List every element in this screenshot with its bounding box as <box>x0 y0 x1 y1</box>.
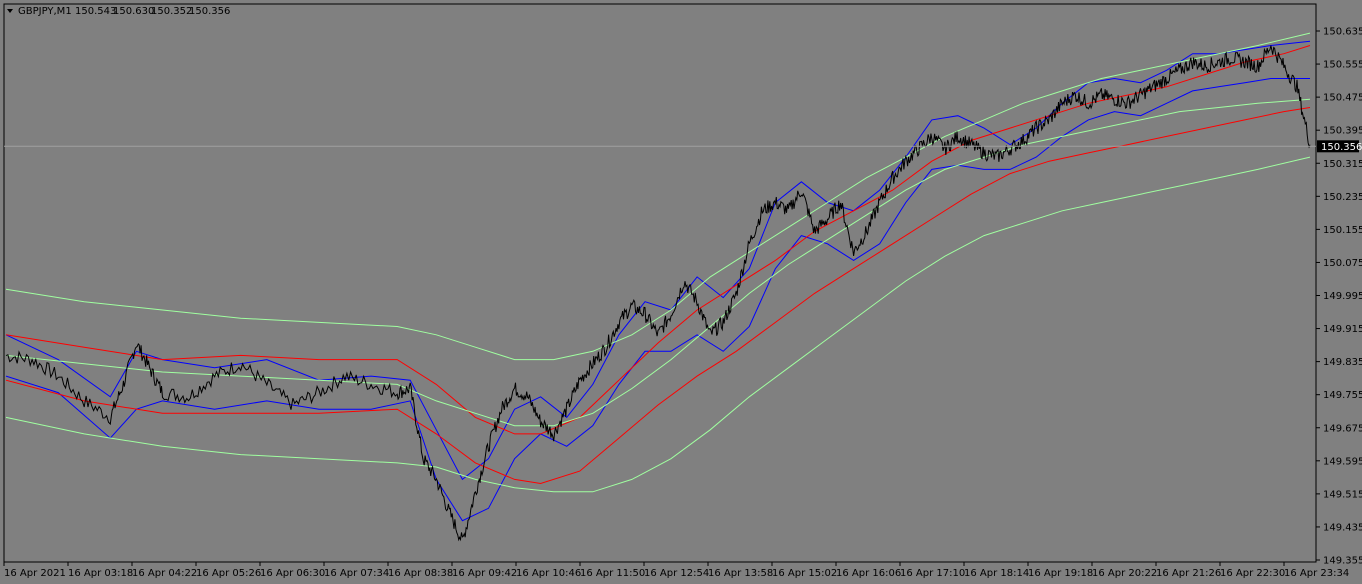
price-line <box>5 45 1311 542</box>
y-tick-label: 149.355 <box>1323 556 1362 567</box>
y-tick-label: 149.835 <box>1323 357 1362 368</box>
x-tick-label: 16 Apr 11:50 <box>580 568 645 579</box>
x-tick-label: 16 Apr 16:06 <box>836 568 901 579</box>
x-tick-label: 16 Apr 03:18 <box>68 568 133 579</box>
open-value: 150.543 <box>75 6 116 17</box>
y-tick-label: 149.595 <box>1323 456 1362 467</box>
x-tick-label: 16 Apr 2021 <box>4 568 66 579</box>
x-tick-label: 16 Apr 13:58 <box>708 568 773 579</box>
band-line-5 <box>5 98 1311 427</box>
symbol-label: GBPJPY,M1 <box>18 6 72 17</box>
plot-frame <box>3 3 1317 563</box>
x-tick-label: 16 Apr 17:10 <box>900 568 965 579</box>
x-tick-label: 16 Apr 19:18 <box>1028 568 1093 579</box>
price-axis[interactable]: 150.635 150.555 150.475 150.395 150.315 150.2… <box>1316 27 1362 567</box>
band-line-4 <box>5 32 1311 361</box>
y-tick-label: 150.155 <box>1323 225 1362 236</box>
x-tick-label: 16 Apr 20:22 <box>1092 568 1157 579</box>
x-tick-label: 16 Apr 06:30 <box>260 568 325 579</box>
band-line-3 <box>5 107 1311 485</box>
x-tick-label: 16 Apr 21:26 <box>1156 568 1221 579</box>
y-tick-label: 149.675 <box>1323 423 1362 434</box>
low-value: 150.352 <box>151 6 192 17</box>
band-line-2 <box>5 45 1311 435</box>
y-tick-label: 150.395 <box>1323 126 1362 137</box>
indicator-bands <box>5 32 1311 522</box>
y-tick-label: 149.515 <box>1323 489 1362 500</box>
y-tick-label: 149.995 <box>1323 291 1362 302</box>
band-line-6 <box>5 156 1311 493</box>
band-line-0 <box>5 40 1311 481</box>
y-tick-label: 150.235 <box>1323 192 1362 203</box>
band-line-1 <box>5 78 1310 522</box>
x-tick-label: 16 Apr 08:38 <box>388 568 453 579</box>
y-tick-label: 150.555 <box>1323 60 1362 71</box>
x-tick-label: 16 Apr 05:26 <box>196 568 261 579</box>
high-value: 150.630 <box>113 6 154 17</box>
x-tick-label: 16 Apr 23:34 <box>1284 568 1349 579</box>
y-tick-label: 150.315 <box>1323 159 1362 170</box>
current-price-tag: 150.356 <box>4 140 1362 153</box>
x-tick-label: 16 Apr 15:02 <box>772 568 837 579</box>
current-price-tag-background <box>1317 140 1359 153</box>
x-tick-label: 16 Apr 07:34 <box>324 568 389 579</box>
x-tick-label: 16 Apr 10:46 <box>516 568 581 579</box>
chevron-down-icon[interactable] <box>7 9 13 13</box>
x-tick-label: 16 Apr 12:54 <box>644 568 709 579</box>
x-tick-label: 16 Apr 04:22 <box>132 568 197 579</box>
x-tick-label: 16 Apr 22:30 <box>1220 568 1285 579</box>
x-tick-label: 16 Apr 18:14 <box>964 568 1029 579</box>
y-tick-label: 149.435 <box>1323 522 1362 533</box>
y-tick-label: 150.475 <box>1323 93 1362 104</box>
chart-header: GBPJPY,M1 150.543 150.630 150.352 150.35… <box>7 6 230 17</box>
y-tick-label: 149.915 <box>1323 324 1362 335</box>
x-tick-label: 16 Apr 09:42 <box>452 568 517 579</box>
y-tick-label: 150.635 <box>1323 27 1362 38</box>
y-tick-label: 150.075 <box>1323 258 1362 269</box>
y-tick-label: 149.755 <box>1323 390 1362 401</box>
price-series <box>5 45 1311 542</box>
current-price-value: 150.356 <box>1321 142 1362 153</box>
close-value: 150.356 <box>189 6 230 17</box>
